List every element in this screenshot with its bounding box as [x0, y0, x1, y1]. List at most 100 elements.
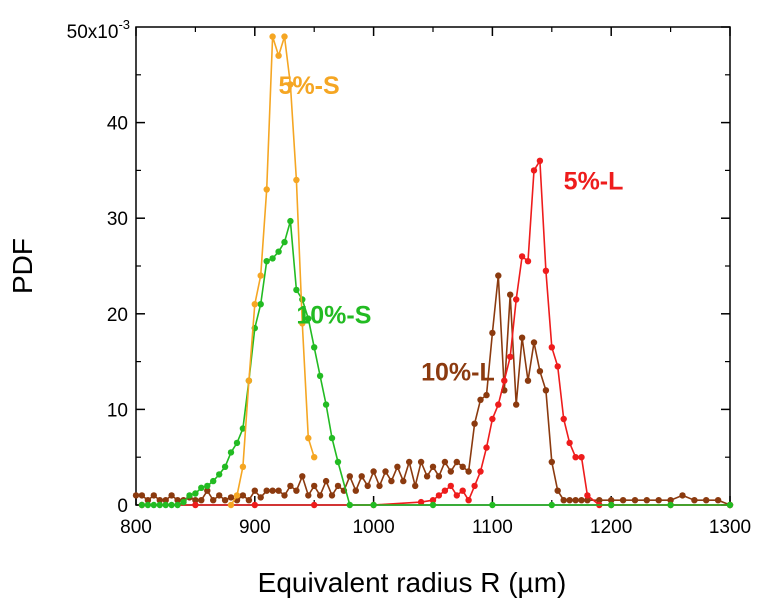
data-point-10pct-l	[198, 497, 205, 504]
data-point-10pct-s	[305, 315, 312, 322]
data-point-10pct-l	[192, 497, 199, 504]
data-point-5pct-l	[417, 498, 425, 506]
series-5pct-s	[227, 33, 318, 509]
data-point-10pct-l	[216, 492, 223, 499]
data-point-10pct-l	[394, 463, 401, 470]
data-point-10pct-s	[489, 501, 496, 509]
data-point-10pct-s	[322, 401, 330, 408]
data-point-10pct-s	[287, 217, 294, 225]
data-point-10pct-l	[388, 477, 395, 485]
data-point-10pct-l	[471, 420, 478, 427]
data-point-5pct-l	[483, 444, 490, 451]
data-point-10pct-l	[316, 492, 324, 499]
series-label-5pct-l: 5%-L	[564, 168, 624, 196]
data-point-10pct-s	[233, 439, 241, 447]
data-point-10pct-l	[459, 463, 466, 470]
data-point-10pct-s	[667, 501, 674, 509]
data-point-10pct-s	[210, 477, 217, 485]
data-point-10pct-s	[275, 248, 282, 255]
data-point-10pct-l	[269, 487, 276, 494]
data-point-10pct-l	[703, 497, 710, 504]
data-point-5pct-l	[542, 267, 550, 274]
data-point-10pct-l	[132, 492, 140, 499]
data-point-10pct-l	[513, 401, 520, 408]
data-point-10pct-l	[596, 497, 603, 504]
data-point-10pct-l	[643, 497, 650, 504]
data-point-5pct-l	[447, 482, 454, 490]
data-point-10pct-l	[423, 473, 431, 480]
data-point-5pct-l	[495, 401, 502, 408]
data-point-10pct-l	[429, 463, 437, 470]
data-point-10pct-s	[608, 501, 615, 509]
series-line-5pct-s	[230, 36, 315, 506]
data-point-10pct-l	[204, 487, 211, 494]
data-point-10pct-s	[192, 490, 199, 497]
series-label-10pct-s: 10%-S	[296, 301, 371, 329]
data-point-10pct-l	[631, 497, 639, 504]
x-tick-label: 800	[120, 517, 152, 538]
data-point-10pct-l	[364, 482, 371, 490]
data-point-5pct-l	[507, 353, 514, 360]
series-label-10pct-l: 10%-L	[421, 359, 495, 387]
data-point-10pct-s	[216, 471, 223, 478]
data-point-10pct-l	[584, 497, 591, 504]
data-point-5pct-s	[305, 434, 312, 442]
data-point-10pct-l	[227, 494, 235, 501]
data-point-5pct-s	[311, 454, 318, 461]
x-tick-label: 900	[239, 517, 271, 538]
series-labels: 5%-S 10%-S 5%-L 10%-L	[279, 72, 624, 387]
series-label-5pct-s: 5%-S	[279, 72, 340, 100]
data-point-10pct-s	[180, 498, 187, 506]
data-point-10pct-l	[483, 391, 490, 399]
y-tick-label: 20	[107, 305, 128, 326]
data-point-5pct-l	[536, 157, 544, 164]
data-point-5pct-l	[548, 344, 555, 351]
data-point-10pct-l	[174, 497, 181, 504]
data-point-10pct-l	[619, 497, 627, 504]
data-point-10pct-s	[239, 425, 247, 432]
data-point-10pct-l	[406, 458, 413, 466]
data-point-10pct-s	[144, 501, 152, 509]
data-point-10pct-l	[507, 291, 514, 298]
plot-frame	[135, 26, 731, 506]
y-tick-label: 40	[107, 114, 128, 135]
data-point-10pct-l	[518, 334, 526, 341]
data-point-10pct-l	[287, 482, 294, 490]
data-point-10pct-l	[441, 458, 449, 466]
data-point-10pct-l	[714, 497, 722, 504]
data-point-10pct-l	[358, 473, 365, 480]
data-point-10pct-s	[150, 501, 157, 509]
data-point-10pct-s	[221, 463, 229, 470]
data-point-5pct-s	[233, 492, 241, 499]
data-point-10pct-l	[667, 497, 674, 504]
data-point-10pct-s	[263, 258, 270, 265]
data-point-10pct-l	[447, 468, 454, 475]
data-point-5pct-l	[435, 492, 443, 499]
data-point-10pct-l	[453, 458, 460, 466]
data-point-5pct-l	[429, 497, 437, 504]
data-point-10pct-s	[227, 449, 235, 456]
data-point-5pct-l	[465, 497, 472, 504]
data-point-5pct-s	[287, 81, 294, 88]
data-point-10pct-l	[334, 482, 342, 490]
y-tick-label: 30	[107, 209, 128, 230]
data-point-10pct-l	[400, 477, 407, 485]
data-point-10pct-l	[376, 482, 383, 490]
data-point-5pct-l	[572, 454, 579, 461]
data-point-10pct-s	[162, 501, 169, 509]
data-point-5pct-l	[477, 468, 484, 475]
data-point-10pct-s	[328, 434, 336, 442]
data-point-5pct-l	[530, 167, 538, 174]
data-point-10pct-s	[269, 255, 276, 262]
series-10pct-s	[138, 217, 734, 509]
data-point-10pct-l	[275, 487, 282, 494]
x-tick-label: 1300	[709, 517, 751, 538]
series-10pct-l	[132, 272, 734, 509]
data-point-5pct-l	[501, 377, 508, 384]
data-point-10pct-l	[263, 487, 270, 494]
data-point-10pct-l	[691, 497, 698, 504]
data-point-10pct-s	[370, 501, 377, 509]
data-point-10pct-l	[608, 497, 615, 504]
data-point-10pct-l	[465, 468, 472, 475]
data-point-5pct-l	[584, 492, 591, 499]
